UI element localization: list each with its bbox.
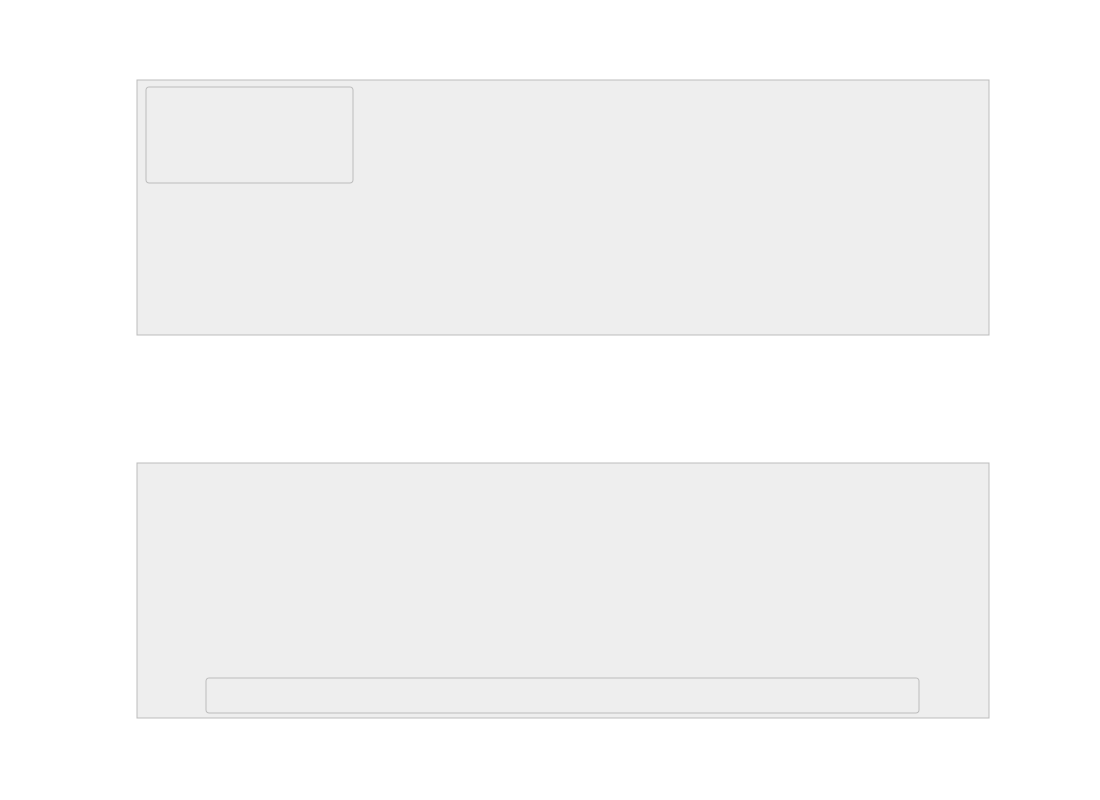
relative-error-plot-area <box>136 462 990 719</box>
relative-error-legend-box <box>205 677 920 714</box>
cardinality-chart <box>136 79 990 336</box>
relative-error-legend <box>205 677 920 714</box>
cardinality-legend-box <box>145 86 354 184</box>
cardinality-legend <box>145 86 354 184</box>
relative-error-chart <box>136 462 990 719</box>
